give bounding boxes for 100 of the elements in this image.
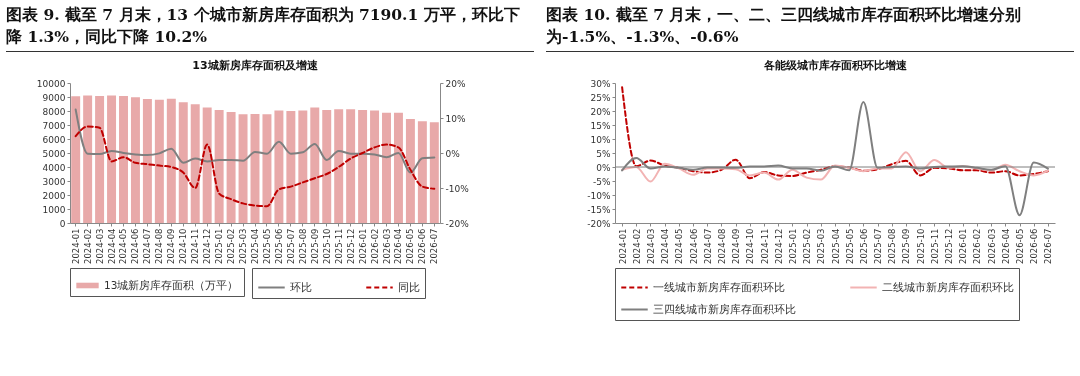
chart-title: 图表 9. 截至 7 月末，13 个城市新房库存面积为 7190.1 万平，环比下降 1.3%，同比下降 10.2%: [6, 4, 534, 52]
x-tick-label: 2025-12: [345, 228, 356, 265]
x-tick-label: 2025-05: [844, 228, 855, 265]
x-tick-label: 2024-02: [82, 228, 93, 265]
y-tick-label: -20%: [587, 218, 611, 229]
legend-label: 同比: [398, 280, 420, 293]
y-tick-label: -5%: [592, 176, 611, 187]
y-tick-label: 5%: [596, 148, 611, 159]
y-tick-label: 3000: [42, 176, 66, 187]
x-tick-label: 2025-10: [321, 228, 332, 265]
bar: [405, 119, 415, 223]
x-tick-label: 2026-04: [393, 228, 404, 265]
x-tick-label: 2025-11: [929, 228, 940, 265]
bar: [334, 109, 344, 223]
y-tick-label: 10000: [36, 78, 66, 89]
y-tick-label: 8000: [42, 106, 66, 117]
bar: [190, 104, 200, 223]
x-tick-label: 2024-12: [773, 228, 784, 265]
x-tick-label: 2024-11: [759, 228, 770, 265]
line-series: [621, 151, 1049, 183]
bar: [107, 95, 117, 223]
y-tick-label: 1000: [42, 204, 66, 215]
y2-tick-label: 20%: [445, 78, 466, 89]
bar: [382, 112, 391, 223]
legend-label: 一线城市新房库存面积环比: [653, 280, 785, 293]
x-tick-label: 2024-04: [106, 228, 117, 265]
y2-tick-label: 10%: [445, 113, 466, 124]
bar: [119, 95, 128, 223]
legend-label: 二线城市新房库存面积环比: [882, 280, 1014, 293]
bar: [71, 96, 81, 223]
bar: [238, 114, 248, 223]
x-tick-label: 2025-07: [285, 228, 296, 265]
x-tick-label: 2024-11: [190, 228, 201, 265]
bar: [202, 107, 212, 223]
x-tick-label: 2026-02: [369, 228, 380, 265]
x-tick-label: 2024-07: [702, 228, 713, 265]
bar: [130, 97, 140, 223]
x-tick-label: 2025-06: [273, 228, 284, 265]
y-tick-label: 2000: [42, 190, 66, 201]
x-tick-label: 2024-10: [745, 228, 756, 265]
y-tick-label: 20%: [590, 106, 611, 117]
x-tick-label: 2026-03: [986, 228, 997, 265]
y2-tick-label: -20%: [445, 218, 470, 229]
bar: [214, 109, 224, 223]
bar: [142, 99, 152, 223]
x-tick-label: 2025-03: [816, 228, 827, 265]
x-tick-label: 2025-07: [873, 228, 884, 265]
bar: [358, 109, 368, 223]
bar: [322, 109, 332, 223]
x-tick-label: 2025-02: [226, 228, 237, 265]
bar: [286, 111, 296, 223]
bar: [298, 110, 308, 223]
x-tick-label: 2024-06: [130, 228, 141, 265]
legend-label: 环比: [290, 280, 312, 293]
x-tick-label: 2024-07: [142, 228, 153, 265]
chart-title: 图表 10. 截至 7 月末，一、二、三四线城市库存面积环比增速分别为-1.5%、-1.3%、-0.6%: [546, 4, 1074, 52]
line-series: [621, 86, 1049, 180]
bar: [429, 122, 439, 223]
bar: [178, 102, 188, 223]
x-tick-label: 2024-01: [617, 228, 628, 265]
x-tick-label: 2026-01: [357, 228, 368, 265]
x-tick-label: 2025-02: [802, 228, 813, 265]
x-tick-label: 2025-04: [250, 228, 260, 265]
line-series: [74, 125, 436, 208]
x-tick-label: 2026-06: [1029, 228, 1040, 265]
y-tick-label: 0%: [596, 162, 611, 173]
y-tick-label: -15%: [587, 204, 611, 215]
x-tick-label: 2025-09: [309, 228, 320, 265]
x-tick-label: 2025-09: [901, 228, 912, 265]
legend-label: 三四线城市新房库存面积环比: [653, 302, 796, 315]
y-tick-label: 7000: [42, 120, 66, 131]
y-tick-label: 25%: [590, 92, 611, 103]
x-tick-label: 2025-04: [830, 228, 841, 265]
x-tick-label: 2025-06: [858, 228, 869, 265]
x-tick-label: 2026-05: [405, 228, 416, 265]
bar: [346, 109, 356, 223]
x-tick-label: 2025-08: [297, 228, 308, 265]
x-tick-label: 2024-03: [94, 228, 105, 265]
x-tick-label: 2024-09: [731, 228, 742, 265]
y-tick-label: 0: [59, 218, 66, 229]
bar: [226, 112, 236, 223]
x-tick-label: 2024-05: [674, 228, 685, 265]
bar: [95, 95, 105, 223]
x-tick-label: 2026-01: [958, 228, 969, 265]
bar: [262, 114, 272, 223]
bar: [393, 112, 403, 223]
x-tick-label: 2024-03: [645, 228, 656, 265]
bar: [370, 110, 380, 223]
bar: [274, 110, 284, 223]
y-tick-label: 30%: [590, 78, 611, 89]
y-tick-label: 6000: [42, 134, 66, 145]
bar: [166, 98, 176, 223]
x-tick-label: 2025-01: [787, 228, 798, 265]
bar: [83, 95, 93, 223]
chart-subtitle: 13城新房库存面积及增速: [192, 59, 319, 72]
y-tick-label: 9000: [42, 92, 66, 103]
y-tick-label: 15%: [590, 120, 611, 131]
x-tick-label: 2026-06: [417, 228, 428, 265]
x-tick-label: 2025-11: [333, 228, 344, 265]
x-tick-label: 2024-08: [154, 228, 165, 265]
